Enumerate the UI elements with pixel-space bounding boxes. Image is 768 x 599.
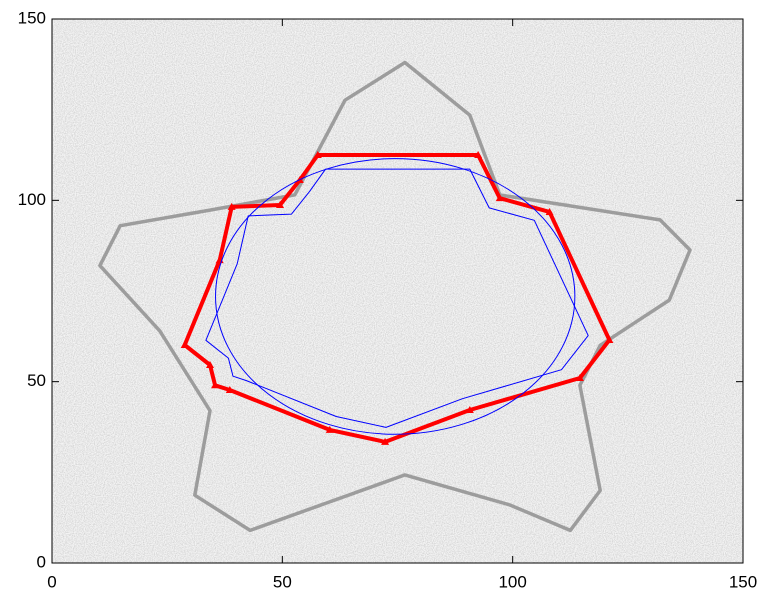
image-noise — [52, 19, 743, 563]
y-tick-label: 50 — [27, 371, 46, 390]
y-tick-label: 0 — [37, 552, 46, 571]
x-tick-label: 0 — [47, 572, 56, 591]
x-tick-label: 100 — [498, 572, 526, 591]
x-tick-label: 50 — [273, 572, 292, 591]
y-tick-label: 150 — [18, 8, 46, 27]
chart: 0 50 100 150 0 50 100 150 — [0, 0, 768, 599]
y-tick-label: 100 — [18, 190, 46, 209]
x-tick-label: 150 — [729, 572, 757, 591]
